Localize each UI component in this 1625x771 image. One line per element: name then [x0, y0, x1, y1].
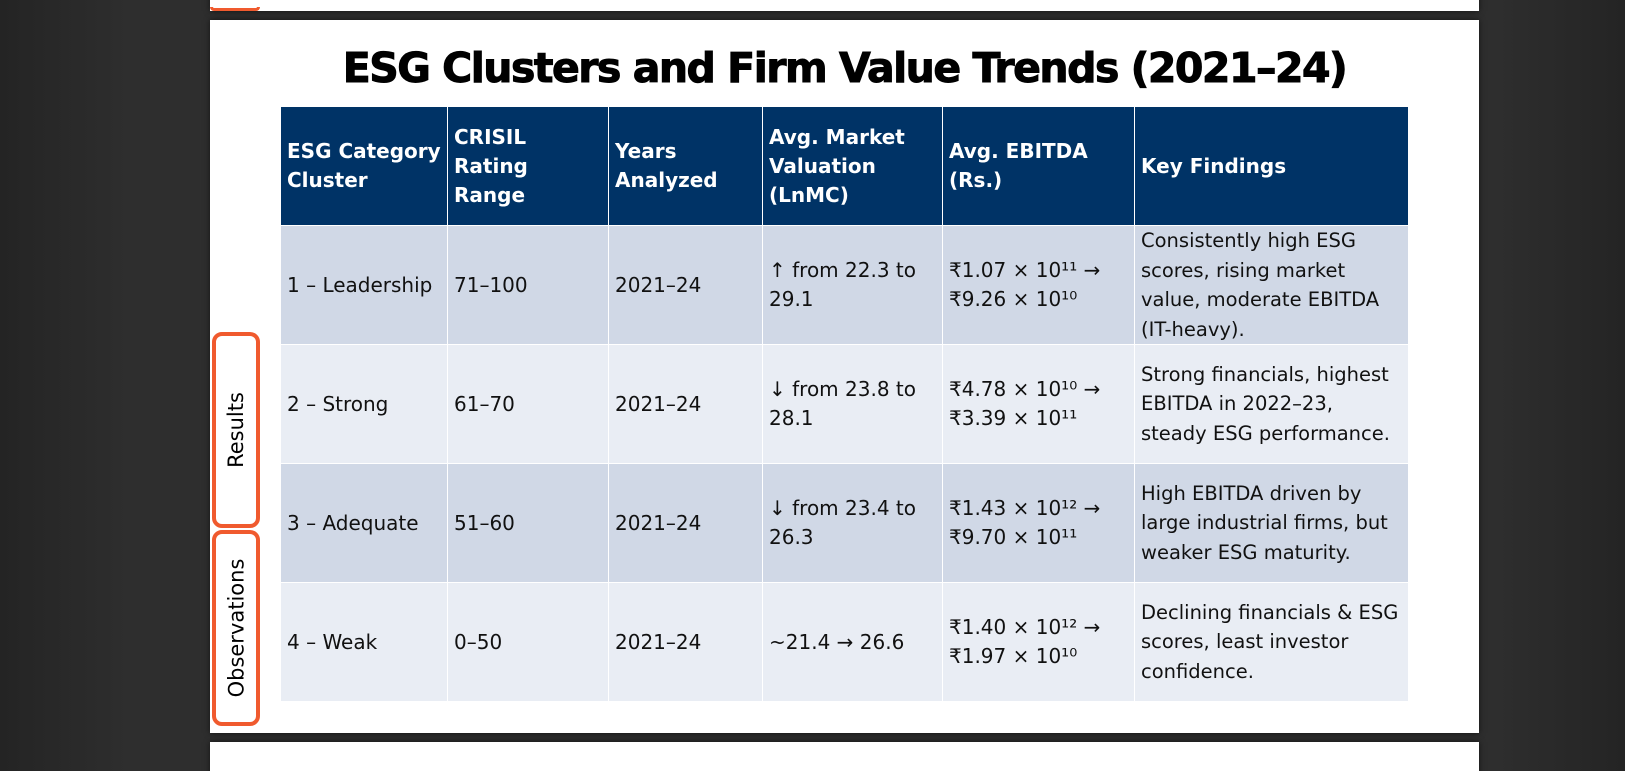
cell-valuation: ↓ from 23.4 to 26.3 — [762, 463, 943, 583]
next-page — [210, 742, 1479, 771]
cell-cluster: 3 – Adequate — [280, 463, 448, 583]
header-rating-range: CRISIL Rating Range — [447, 106, 609, 226]
cell-ebitda: ₹1.40 × 10¹² → ₹1.97 × 10¹⁰ — [942, 582, 1135, 702]
esg-cluster-table: ESG Category Cluster CRISIL Rating Range… — [280, 106, 1409, 702]
cell-findings: Consistently high ESG scores, rising mar… — [1134, 225, 1409, 345]
cell-ebitda: ₹4.78 × 10¹⁰ → ₹3.39 × 10¹¹ — [942, 344, 1135, 464]
table-row: 4 – Weak 0–50 2021–24 ~21.4 → 26.6 ₹1.40… — [280, 582, 1409, 702]
cell-range: 61–70 — [447, 344, 609, 464]
table-row: 1 – Leadership 71–100 2021–24 ↑ from 22.… — [280, 225, 1409, 345]
header-ebitda: Avg. EBITDA (Rs.) — [942, 106, 1135, 226]
cell-range: 71–100 — [447, 225, 609, 345]
slide-page: ESG Clusters and Firm Value Trends (2021… — [210, 20, 1479, 733]
cell-cluster: 1 – Leadership — [280, 225, 448, 345]
cell-years: 2021–24 — [608, 463, 763, 583]
cell-range: 51–60 — [447, 463, 609, 583]
slide-title: ESG Clusters and Firm Value Trends (2021… — [342, 44, 1348, 92]
cell-findings: Declining financials & ESG scores, least… — [1134, 582, 1409, 702]
cell-ebitda: ₹1.07 × 10¹¹ → ₹9.26 × 10¹⁰ — [942, 225, 1135, 345]
cell-findings: High EBITDA driven by large industrial f… — [1134, 463, 1409, 583]
header-cluster: ESG Category Cluster — [280, 106, 448, 226]
previous-page-tab — [210, 7, 260, 11]
table-row: 2 – Strong 61–70 2021–24 ↓ from 23.8 to … — [280, 344, 1409, 464]
header-years: Years Analyzed — [608, 106, 763, 226]
cell-years: 2021–24 — [608, 225, 763, 345]
table-row: 3 – Adequate 51–60 2021–24 ↓ from 23.4 t… — [280, 463, 1409, 583]
header-findings: Key Findings — [1134, 106, 1409, 226]
cell-cluster: 4 – Weak — [280, 582, 448, 702]
cell-valuation: ~21.4 → 26.6 — [762, 582, 943, 702]
tab-observations[interactable]: Observations — [212, 530, 260, 726]
cell-range: 0–50 — [447, 582, 609, 702]
tab-results[interactable]: Results — [212, 332, 260, 528]
cell-years: 2021–24 — [608, 582, 763, 702]
cell-valuation: ↓ from 23.8 to 28.1 — [762, 344, 943, 464]
table-header-row: ESG Category Cluster CRISIL Rating Range… — [280, 106, 1409, 226]
previous-page — [210, 0, 1479, 11]
tab-observations-label: Observations — [224, 558, 249, 698]
cell-findings: Strong financials, highest EBITDA in 202… — [1134, 344, 1409, 464]
cell-ebitda: ₹1.43 × 10¹² → ₹9.70 × 10¹¹ — [942, 463, 1135, 583]
tab-results-label: Results — [224, 392, 249, 468]
header-valuation: Avg. Market Valuation (LnMC) — [762, 106, 943, 226]
cell-years: 2021–24 — [608, 344, 763, 464]
cell-valuation: ↑ from 22.3 to 29.1 — [762, 225, 943, 345]
cell-cluster: 2 – Strong — [280, 344, 448, 464]
